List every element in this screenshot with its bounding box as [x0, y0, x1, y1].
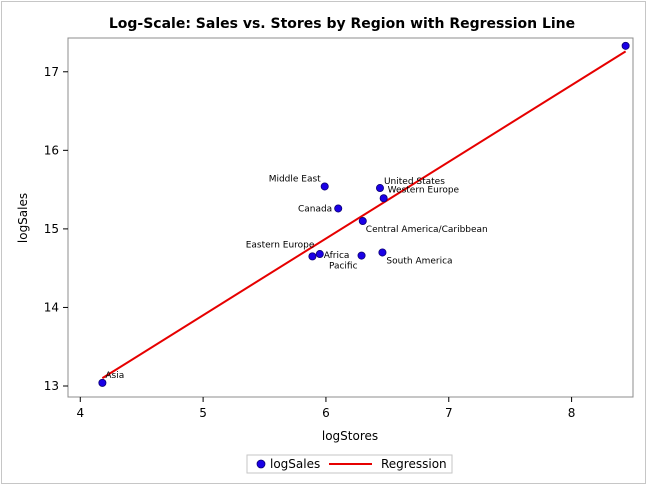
x-tick-label: 6: [322, 406, 330, 420]
point-label: Central America/Caribbean: [366, 225, 488, 235]
legend-marker-logsales: [256, 459, 266, 469]
x-tick-label: 8: [568, 406, 576, 420]
x-tick-label: 7: [445, 406, 453, 420]
legend-label-logsales: logSales: [270, 457, 320, 471]
legend-label-regression: Regression: [381, 457, 447, 471]
point-label: Western Europe: [388, 185, 460, 195]
point-label: Canada: [298, 204, 332, 214]
point-label: South America: [386, 256, 452, 266]
y-axis-label: logSales: [16, 193, 30, 243]
y-tick-label: 13: [44, 379, 59, 393]
data-point: [357, 251, 366, 260]
x-tick-label: 5: [199, 406, 207, 420]
point-label: Middle East: [269, 174, 321, 184]
data-point: [358, 217, 367, 226]
plot-area: [67, 37, 634, 398]
data-point: [98, 378, 107, 387]
y-tick-label: 15: [44, 222, 59, 236]
x-axis-label: logStores: [322, 429, 378, 443]
regression-line-group: [101, 50, 627, 379]
point-label: Pacific: [329, 262, 358, 272]
chart-title: Log-Scale: Sales vs. Stores by Region wi…: [109, 16, 575, 32]
data-point: [334, 204, 343, 213]
data-point: [320, 182, 329, 191]
regression-line: [101, 50, 627, 379]
data-point: [378, 248, 387, 257]
data-point: [315, 250, 324, 259]
point-label: Africa: [324, 251, 350, 261]
y-tick-label: 16: [44, 143, 59, 157]
x-tick-label: 4: [76, 406, 84, 420]
data-point: [621, 41, 630, 50]
y-axis: 13 14 15 16 17: [44, 65, 68, 393]
point-label: Asia: [105, 371, 124, 381]
point-label: United States: [384, 177, 445, 187]
data-point: [375, 184, 384, 193]
data-point: [379, 194, 388, 203]
point-label: Eastern Europe: [246, 240, 315, 250]
legend: logSales Regression: [246, 454, 453, 474]
y-tick-label: 17: [44, 65, 59, 79]
x-axis: 4 5 6 7 8: [76, 397, 575, 420]
y-tick-label: 14: [44, 300, 59, 314]
data-point: [308, 252, 317, 261]
